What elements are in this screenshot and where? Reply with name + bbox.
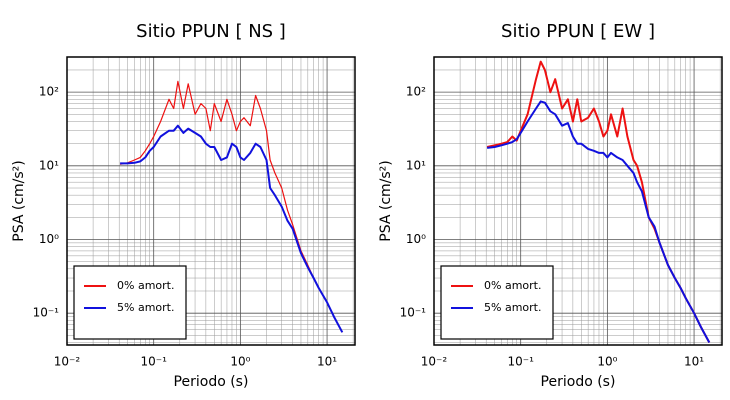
y-tick-label: 10¹ [39,158,59,172]
plot-frame [433,56,723,346]
chart-title: Sitio PPUN [ EW ] [501,21,655,42]
y-axis-label: PSA (cm/s²) [11,160,27,242]
y-tick-label: 10⁰ [39,232,59,246]
x-axis-label: Periodo (s) [174,374,249,390]
x-tick-label: 10⁰ [597,355,617,369]
x-tick-label: 10⁻² [421,355,448,369]
series-line [120,124,344,333]
y-tick-label: 10² [406,85,426,99]
chart-title: Sitio PPUN [ NS ] [136,21,286,42]
x-tick-label: 10¹ [317,355,337,369]
y-tick-label: 10¹ [406,158,426,172]
x-axis-label: Periodo (s) [541,374,616,390]
legend-box [440,265,554,340]
plot-frame [66,56,356,346]
legend-label: 0% amort. [484,279,541,292]
y-axis-label: PSA (cm/s²) [378,160,394,242]
x-tick-label: 10⁻¹ [507,355,534,369]
legend-box [73,265,187,340]
x-tick-label: 10⁰ [230,355,250,369]
y-tick-label: 10² [39,85,59,99]
x-tick-label: 10¹ [684,355,704,369]
series-line [486,100,711,343]
legend-label: 5% amort. [484,301,541,314]
legend-label: 0% amort. [117,279,174,292]
x-tick-label: 10⁻¹ [140,355,167,369]
x-tick-label: 10⁻² [54,355,81,369]
series-line [119,80,343,333]
legend-label: 5% amort. [117,301,174,314]
y-tick-label: 10⁻¹ [33,306,60,320]
y-tick-label: 10⁻¹ [400,306,427,320]
y-tick-label: 10⁰ [406,232,426,246]
